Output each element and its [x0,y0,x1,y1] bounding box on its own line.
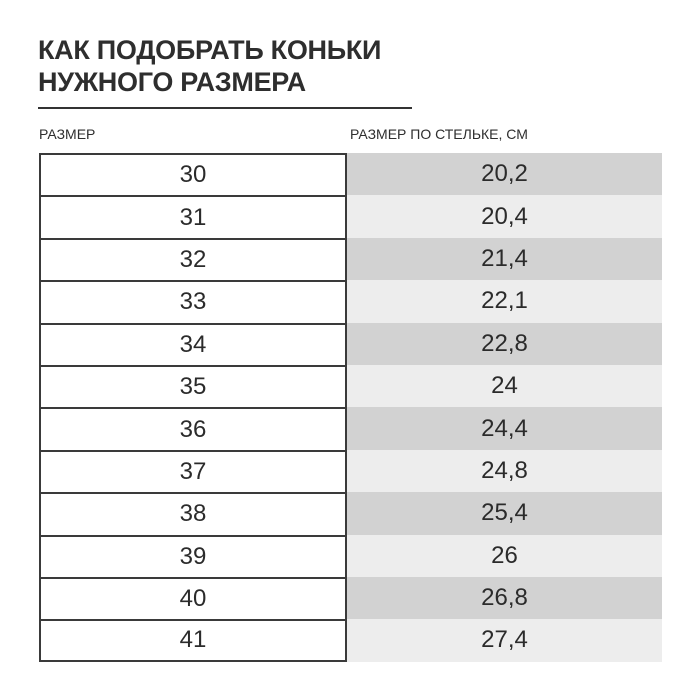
size-cell: 37 [39,449,347,493]
table-row: 37 24,8 [39,449,662,493]
table-row: 34 22,8 [39,322,662,365]
table-row: 38 25,4 [39,492,662,535]
table-row: 41 27,4 [39,619,662,662]
table-row: 35 24 [39,364,662,408]
header-size: РАЗМЕР [39,126,96,142]
insole-cell: 22,8 [347,322,662,365]
insole-cell: 20,4 [347,195,662,238]
title-divider [38,107,412,109]
header-insole: РАЗМЕР ПО СТЕЛЬКЕ, СМ [350,126,528,142]
insole-cell: 27,4 [347,619,662,662]
insole-cell: 26 [347,534,662,577]
table-row: 39 26 [39,534,662,577]
page-title: КАК ПОДОБРАТЬ КОНЬКИ НУЖНОГО РАЗМЕРА [38,34,381,98]
size-cell: 33 [39,280,347,323]
size-cell: 30 [39,153,347,196]
size-cell: 38 [39,492,347,535]
table-row: 31 20,4 [39,195,662,238]
insole-cell: 22,1 [347,280,662,323]
size-cell: 41 [39,619,347,662]
insole-cell: 26,8 [347,576,662,620]
size-cell: 34 [39,322,347,365]
insole-cell: 24,4 [347,407,662,450]
insole-cell: 21,4 [347,237,662,281]
size-table: 30 20,2 31 20,4 32 21,4 33 22,1 34 22,8 35 24 36 24,4… [39,153,662,662]
insole-cell: 25,4 [347,492,662,535]
insole-cell: 24,8 [347,449,662,493]
table-row: 40 26,8 [39,576,662,620]
title-line-1: КАК ПОДОБРАТЬ КОНЬКИ [38,35,382,65]
table-row: 36 24,4 [39,407,662,450]
table-row: 33 22,1 [39,280,662,323]
size-cell: 35 [39,364,347,408]
size-cell: 40 [39,576,347,620]
title-line-2: НУЖНОГО РАЗМЕРА [38,67,306,97]
size-cell: 36 [39,407,347,450]
size-cell: 39 [39,534,347,577]
table-row: 30 20,2 [39,153,662,196]
insole-cell: 24 [347,364,662,408]
insole-cell: 20,2 [347,153,662,196]
size-cell: 31 [39,195,347,238]
table-row: 32 21,4 [39,237,662,281]
size-cell: 32 [39,237,347,281]
